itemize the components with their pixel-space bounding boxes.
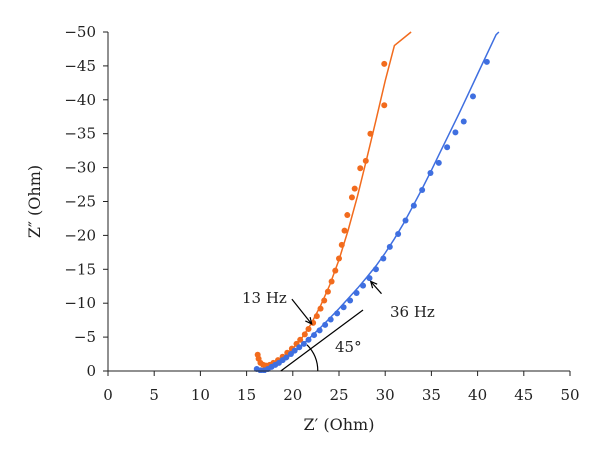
series-1-data-point [327, 316, 334, 323]
arrow-36hz-head [369, 280, 378, 289]
series-0-data-point [336, 255, 342, 262]
series-0-data-point [301, 331, 308, 338]
annotation-45-degree: 45° [335, 338, 362, 356]
series-1-data-point [452, 129, 459, 136]
x-tick-label: 5 [149, 386, 159, 404]
series-0-data-point [362, 157, 369, 164]
series-1-data-point [427, 170, 434, 177]
angle-arc [306, 344, 319, 372]
series-1-data-point [483, 58, 490, 65]
series-0-data-point [348, 194, 355, 201]
series-1-data-point [386, 243, 393, 250]
series-1-data-point [353, 290, 360, 297]
series-0-data-point [332, 267, 339, 274]
x-ticks: 0 5 10 15 20 25 30 35 40 45 50 [103, 371, 580, 404]
series-1-data-point [380, 255, 387, 262]
arrow-13hz-head [305, 317, 313, 326]
series-1-data-point [300, 340, 307, 347]
series-0-data-point [328, 278, 335, 285]
y-ticks: 0 −5 −10 −15 −20 −25 −30 −35 −40 −45 −50 [64, 23, 108, 380]
x-tick-label: 15 [237, 386, 256, 404]
axes [107, 32, 570, 372]
series-1-data-point [402, 217, 409, 224]
y-axis-title: Z″ (Ohm) [25, 165, 44, 238]
x-tick-label: 35 [422, 386, 441, 404]
series-1-data-point [322, 321, 329, 328]
series-1-data-point [340, 304, 347, 311]
x-tick-label: 0 [103, 386, 113, 404]
series-0-data-point [297, 336, 304, 343]
series-0-data-point [381, 102, 388, 109]
series-1-data-point [366, 275, 373, 282]
series-1-fit-line [255, 31, 500, 372]
x-tick-label: 30 [376, 386, 395, 404]
y-tick-label: −5 [74, 328, 96, 346]
y-tick-label: −10 [64, 294, 96, 312]
series-0-data-point [351, 185, 358, 192]
y-tick-label: −35 [64, 125, 96, 143]
y-tick-label: −25 [64, 193, 96, 211]
series-1-data-point [444, 144, 451, 151]
series-1-data-point [296, 344, 303, 351]
series-1-data-point [395, 231, 402, 238]
series-0-data-point [381, 60, 388, 67]
forty-five-degree-line [280, 309, 364, 372]
series-1-data-point [334, 310, 341, 317]
series-0-data-point [367, 130, 374, 137]
plot-area [253, 31, 500, 373]
series-1-data-point [435, 159, 442, 166]
series-0-data-point [341, 227, 348, 234]
y-tick-label: −20 [64, 226, 96, 244]
series-1-data-point [360, 282, 367, 289]
series-0-data-point [305, 325, 312, 332]
series-1-data-point [419, 186, 426, 193]
series-0-data-point [344, 212, 351, 219]
series-1-data-point [469, 93, 476, 100]
y-tick-label: −40 [64, 91, 96, 109]
series-0-data-point [324, 288, 331, 295]
annotations: 13 Hz 36 Hz 45° [242, 280, 435, 372]
x-tick-label: 40 [468, 386, 487, 404]
annotation-36hz: 36 Hz [390, 303, 435, 321]
x-tick-label: 50 [560, 386, 579, 404]
series-1-data-point [283, 354, 290, 361]
x-tick-label: 25 [329, 386, 348, 404]
series-1-data-point [460, 118, 467, 125]
y-tick-label: −45 [64, 57, 96, 75]
series-1-data-point [316, 327, 323, 334]
series-0-data-point [321, 297, 328, 304]
y-tick-label: −30 [64, 159, 96, 177]
y-tick-label: 0 [86, 362, 96, 380]
x-tick-label: 45 [514, 386, 533, 404]
series-1-data-point [410, 202, 417, 209]
series-0-data-point [338, 241, 345, 248]
x-tick-label: 20 [283, 386, 302, 404]
arrow-13hz [291, 298, 313, 325]
y-tick-label: −50 [64, 23, 96, 41]
y-tick-label: −15 [64, 260, 96, 278]
series-1-data-point [372, 266, 379, 273]
series-0-data-point [357, 165, 364, 172]
series-1-data-point [347, 297, 354, 304]
series-1-data-point [291, 347, 298, 354]
series-0-data-point [317, 305, 324, 312]
series-1-data-point [311, 332, 318, 339]
annotation-13hz: 13 Hz [242, 289, 287, 307]
x-tick-label: 10 [191, 386, 210, 404]
series-1-data-point [305, 336, 312, 343]
arrow-36hz [370, 281, 382, 295]
series-0-data-point [313, 313, 320, 320]
x-axis-title: Z′ (Ohm) [304, 415, 375, 434]
